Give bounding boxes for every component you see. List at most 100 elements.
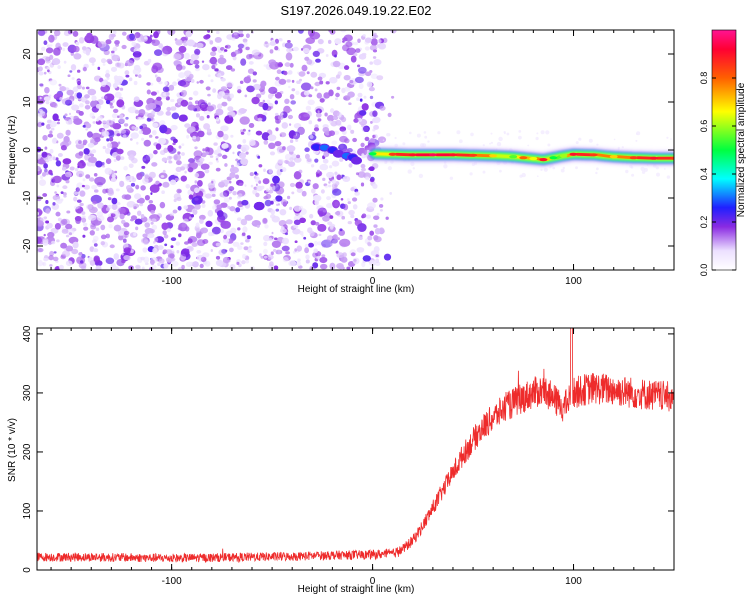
noise-point — [74, 216, 82, 222]
noise-point — [289, 123, 292, 126]
noise-point — [332, 60, 341, 68]
noise-point — [340, 198, 344, 201]
noise-point — [162, 45, 173, 55]
noise-point — [186, 134, 190, 139]
noise-point — [142, 154, 151, 164]
noise-point — [358, 236, 363, 241]
noise-point — [227, 205, 231, 209]
noise-point — [185, 30, 193, 38]
noise-point — [194, 64, 200, 69]
noise-point — [402, 142, 406, 146]
noise-point — [130, 218, 134, 222]
noise-point — [170, 124, 178, 131]
noise-point — [207, 102, 211, 106]
noise-point — [54, 191, 57, 194]
noise-point — [269, 151, 276, 156]
noise-point — [324, 112, 328, 117]
noise-point — [595, 171, 598, 175]
noise-point — [118, 234, 124, 241]
noise-point — [291, 79, 295, 83]
y-tick-label: 300 — [22, 384, 33, 401]
noise-point — [239, 116, 250, 125]
noise-point — [560, 168, 565, 173]
noise-point — [369, 137, 376, 144]
noise-point — [77, 80, 81, 86]
noise-point — [331, 179, 337, 184]
noise-point — [206, 105, 214, 112]
noise-point — [346, 47, 356, 56]
noise-point — [274, 100, 278, 105]
noise-point — [47, 69, 50, 73]
noise-point — [74, 205, 79, 210]
noise-point — [244, 236, 248, 240]
noise-point — [286, 145, 296, 152]
noise-point — [52, 175, 62, 184]
noise-point — [161, 157, 168, 162]
noise-point — [540, 130, 545, 135]
noise-point — [255, 130, 263, 136]
noise-point — [65, 129, 71, 136]
noise-point — [372, 110, 378, 117]
noise-point — [389, 192, 393, 195]
noise-point — [118, 117, 126, 124]
noise-point — [312, 183, 319, 190]
noise-point — [293, 157, 302, 163]
noise-point — [66, 89, 74, 96]
noise-point — [202, 64, 210, 71]
noise-point — [172, 142, 176, 146]
noise-point — [203, 35, 210, 40]
noise-point — [120, 129, 127, 134]
noise-point — [125, 175, 133, 182]
noise-point — [372, 56, 377, 59]
noise-point — [167, 145, 174, 152]
noise-point — [45, 47, 54, 54]
noise-point — [133, 64, 141, 71]
noise-point — [262, 218, 268, 224]
noise-point — [235, 158, 239, 162]
track-segment — [596, 153, 614, 159]
noise-point — [220, 77, 226, 82]
noise-point — [364, 136, 370, 142]
noise-point — [361, 167, 366, 172]
noise-point — [274, 46, 279, 51]
noise-point — [149, 134, 153, 138]
noise-point — [173, 153, 182, 161]
noise-point — [211, 65, 216, 70]
noise-point — [284, 62, 291, 67]
noise-point — [293, 123, 302, 129]
noise-point — [288, 70, 293, 75]
noise-point — [92, 200, 97, 205]
noise-point — [323, 92, 331, 99]
noise-point — [308, 94, 313, 98]
noise-point — [575, 166, 578, 170]
noise-point — [180, 99, 189, 107]
noise-point — [329, 165, 333, 169]
noise-point — [357, 171, 366, 178]
noise-point — [378, 42, 386, 50]
noise-point — [85, 174, 91, 179]
noise-point — [248, 61, 254, 65]
noise-point — [117, 230, 124, 236]
noise-point — [76, 84, 82, 90]
noise-point — [124, 70, 130, 76]
noise-point — [562, 166, 565, 170]
noise-point — [200, 163, 210, 170]
noise-point — [168, 160, 173, 164]
noise-point — [41, 151, 48, 158]
noise-point — [49, 148, 54, 154]
noise-point — [83, 148, 90, 155]
noise-point — [242, 128, 246, 132]
noise-point — [322, 177, 326, 181]
noise-point — [142, 247, 148, 253]
noise-point — [264, 41, 268, 45]
noise-point — [177, 151, 181, 155]
noise-point — [313, 240, 318, 246]
noise-point — [148, 171, 156, 179]
noise-point — [37, 248, 44, 253]
noise-point — [341, 215, 346, 220]
noise-point — [177, 78, 180, 82]
noise-point — [112, 266, 120, 270]
noise-point — [116, 133, 121, 137]
noise-point — [666, 175, 671, 179]
noise-point — [309, 213, 314, 219]
